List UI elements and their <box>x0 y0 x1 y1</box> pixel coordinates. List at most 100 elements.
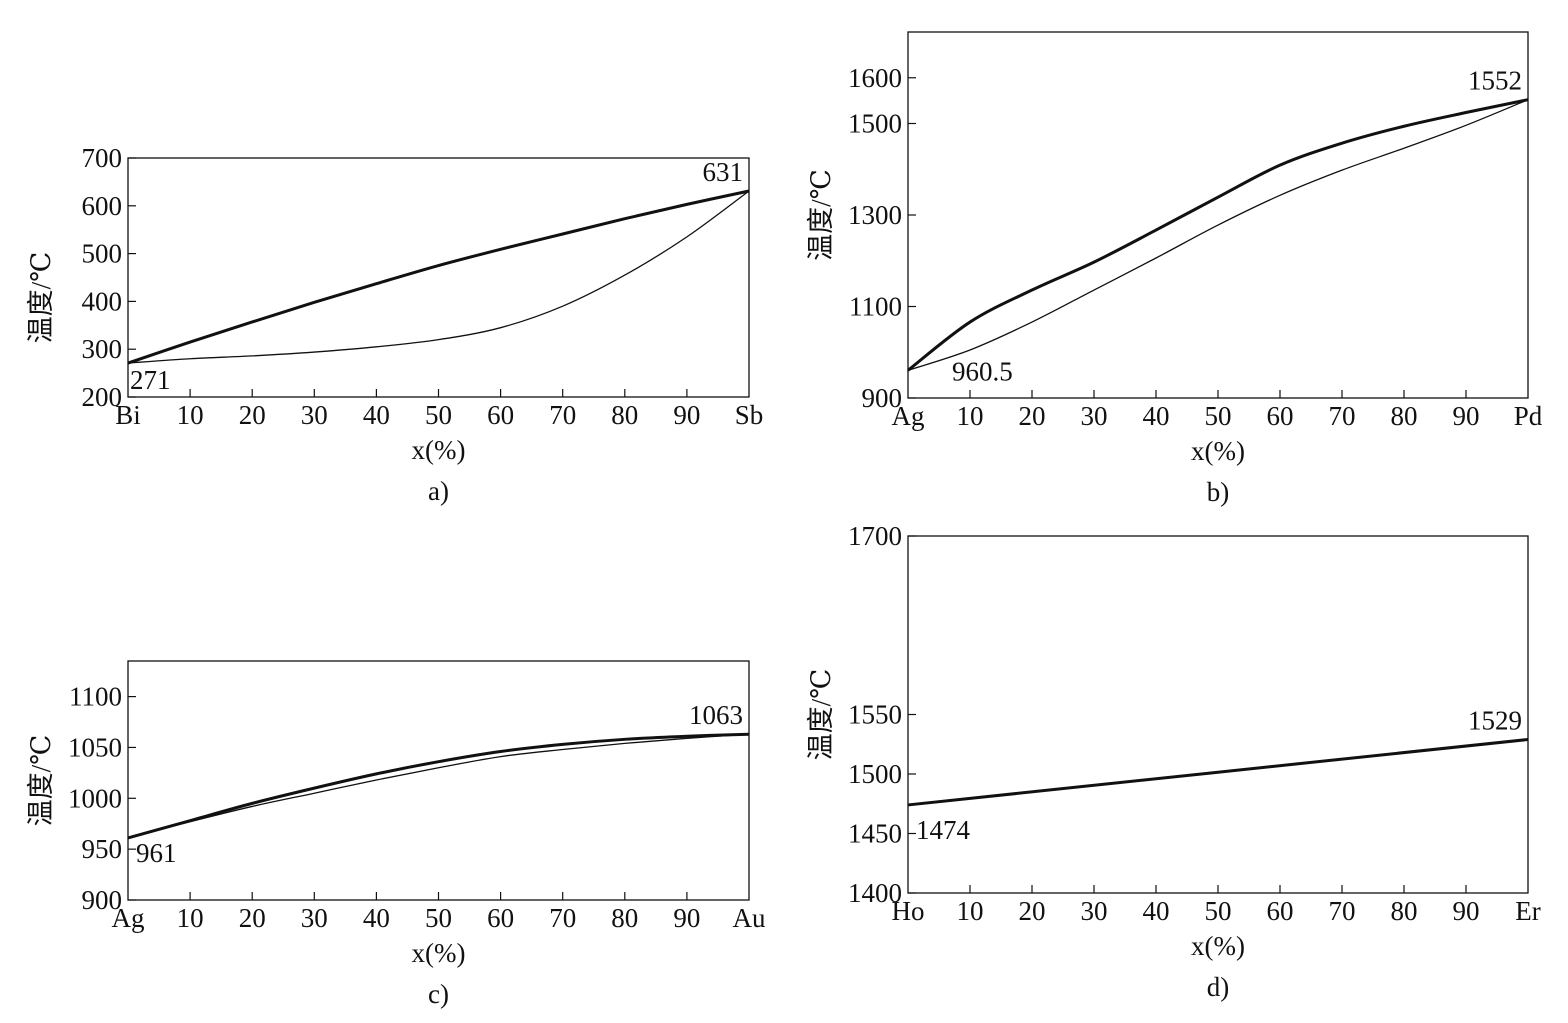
plot-frame <box>907 535 1529 894</box>
plot-frame <box>127 157 750 398</box>
x-tick-label: 10 <box>957 896 984 926</box>
x-tick-label: 50 <box>1205 401 1232 431</box>
series-solidus <box>907 99 1529 371</box>
x-axis-title: x(%) <box>412 435 466 465</box>
x-tick-label: 70 <box>549 903 576 933</box>
x-tick-label: 40 <box>1143 896 1170 926</box>
series-liquidus <box>127 189 750 365</box>
x-tick-label: 80 <box>611 903 638 933</box>
x-tick-label: 40 <box>1143 401 1170 431</box>
x-tick-label: 90 <box>673 903 700 933</box>
y-tick-label: 300 <box>82 334 123 364</box>
chart-panel-b: 10 20 30 40 50 60 70 80 90 900 1100 1300 1500 1600 Ag P… <box>806 31 1543 507</box>
panel-label: a) <box>428 476 449 506</box>
series-liquidus-solidus <box>907 737 1529 807</box>
x-axis-title: x(%) <box>1191 436 1245 466</box>
x-tick-label: 40 <box>363 400 390 430</box>
y-axis-title: 温度/℃ <box>806 169 836 261</box>
x-tick-label: 60 <box>1267 401 1294 431</box>
x-tick-label: 20 <box>239 400 266 430</box>
x-right-element-label: Sb <box>735 400 764 430</box>
data-annotation: 1474 <box>916 815 971 845</box>
x-tick-label: 50 <box>425 400 452 430</box>
x-tick-label: 10 <box>177 400 204 430</box>
panel-label: c) <box>428 979 449 1009</box>
y-tick-label: 1600 <box>848 63 902 93</box>
x-tick-label: 30 <box>301 400 328 430</box>
y-axis-title: 温度/℃ <box>806 669 836 761</box>
data-annotation: 961 <box>136 838 177 868</box>
y-tick-label: 1300 <box>848 200 902 230</box>
x-tick-label: 60 <box>487 400 514 430</box>
x-tick-label: 20 <box>239 903 266 933</box>
y-tick-label: 1400 <box>848 878 902 908</box>
x-right-element-label: Er <box>1515 896 1540 926</box>
y-axis-title: 温度/℃ <box>26 735 56 827</box>
chart-panel-a: 10 20 30 40 50 60 70 80 90 200 300 400 500 600 700 Bi Sb… <box>26 143 763 506</box>
y-tick-label: 950 <box>82 834 123 864</box>
x-tick-label: 30 <box>1081 896 1108 926</box>
data-annotation: 1552 <box>1468 66 1522 96</box>
y-tick-label: 1100 <box>849 292 902 322</box>
y-tick-label: 1500 <box>848 759 902 789</box>
y-tick-label: 1100 <box>69 682 122 712</box>
x-tick-label: 50 <box>425 903 452 933</box>
x-tick-label: 60 <box>487 903 514 933</box>
series-liquidus <box>127 732 750 840</box>
y-tick-label: 700 <box>82 143 123 173</box>
x-tick-label: 80 <box>1391 896 1418 926</box>
x-left-element-label: Ag <box>892 401 925 431</box>
x-tick-label: 70 <box>549 400 576 430</box>
x-tick-label: 80 <box>611 400 638 430</box>
y-tick-label: 900 <box>82 885 123 915</box>
x-tick-label: 90 <box>1453 401 1480 431</box>
x-left-element-label: Bi <box>115 400 141 430</box>
panel-label: b) <box>1207 477 1230 507</box>
plot-frame <box>127 660 750 901</box>
panel-label: d) <box>1207 972 1230 1002</box>
x-right-element-label: Pd <box>1514 401 1543 431</box>
x-tick-label: 50 <box>1205 896 1232 926</box>
y-tick-label: 600 <box>82 191 123 221</box>
x-tick-label: 70 <box>1329 896 1356 926</box>
x-tick-label: 90 <box>673 400 700 430</box>
x-tick-label: 60 <box>1267 896 1294 926</box>
series-solidus <box>127 190 750 364</box>
plot-frame <box>907 31 1529 399</box>
y-tick-label: 1000 <box>68 783 122 813</box>
data-annotation: 1529 <box>1468 705 1522 735</box>
y-tick-label: 200 <box>82 382 123 412</box>
x-right-element-label: Au <box>733 903 766 933</box>
data-annotation: 960.5 <box>952 356 1013 386</box>
x-tick-label: 20 <box>1019 896 1046 926</box>
data-annotation: 271 <box>130 365 171 395</box>
x-tick-label: 30 <box>301 903 328 933</box>
data-annotation: 631 <box>703 157 744 187</box>
y-tick-label: 1700 <box>848 521 902 551</box>
chart-panel-c: 10 20 30 40 50 60 70 80 90 900 950 1000 1050 1100 Ag Au… <box>26 660 766 1009</box>
x-tick-label: 70 <box>1329 401 1356 431</box>
y-tick-label: 1050 <box>68 732 122 762</box>
x-axis-title: x(%) <box>412 938 466 968</box>
x-tick-label: 10 <box>957 401 984 431</box>
y-tick-label: 900 <box>862 383 903 413</box>
y-tick-label: 1500 <box>848 109 902 139</box>
x-tick-label: 30 <box>1081 401 1108 431</box>
y-tick-label: 500 <box>82 239 123 269</box>
x-tick-label: 10 <box>177 903 204 933</box>
y-tick-label: 1550 <box>848 700 902 730</box>
x-tick-label: 90 <box>1453 896 1480 926</box>
y-tick-label: 400 <box>82 286 123 316</box>
x-left-element-label: Ho <box>892 896 925 926</box>
series-solidus <box>127 733 750 839</box>
series-liquidus <box>907 98 1529 372</box>
chart-panel-d: 10 20 30 40 50 60 70 80 90 1400 1450 1500 1550 1700 Ho… <box>806 521 1541 1002</box>
y-axis-title: 温度/℃ <box>26 252 56 344</box>
x-axis-title: x(%) <box>1191 931 1245 961</box>
data-annotation: 1063 <box>689 700 743 730</box>
y-tick-label: 1450 <box>848 819 902 849</box>
x-tick-label: 80 <box>1391 401 1418 431</box>
x-tick-label: 40 <box>363 903 390 933</box>
x-left-element-label: Ag <box>112 903 145 933</box>
